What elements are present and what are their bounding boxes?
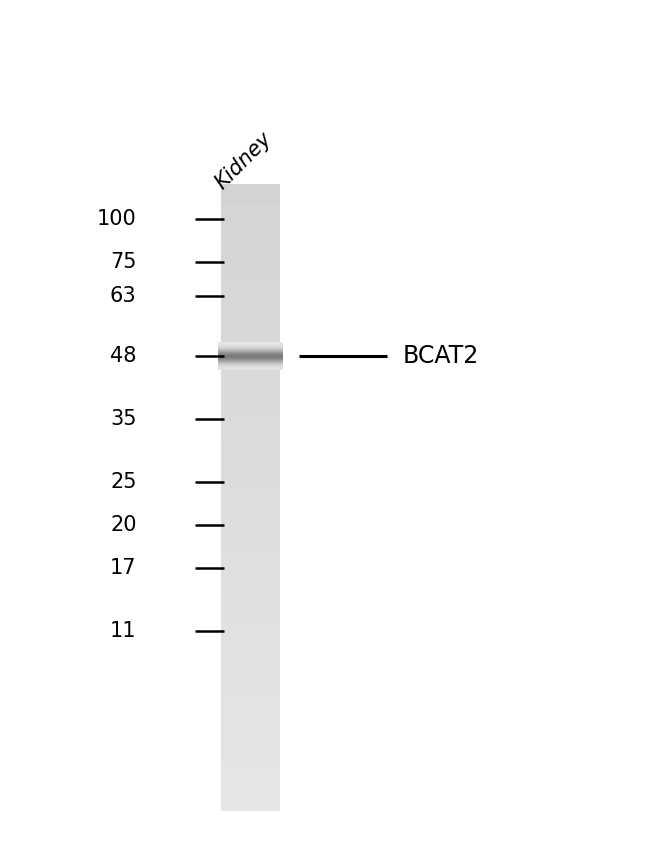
Text: 11: 11 <box>110 620 136 641</box>
Text: Kidney: Kidney <box>211 128 276 192</box>
Text: 100: 100 <box>97 208 136 229</box>
Text: 48: 48 <box>110 346 136 366</box>
Text: 35: 35 <box>110 408 136 429</box>
Text: BCAT2: BCAT2 <box>403 344 479 368</box>
Text: 63: 63 <box>110 286 136 306</box>
Text: 17: 17 <box>110 558 136 578</box>
Text: 20: 20 <box>110 515 136 535</box>
Text: 75: 75 <box>110 251 136 272</box>
Text: 25: 25 <box>110 472 136 492</box>
